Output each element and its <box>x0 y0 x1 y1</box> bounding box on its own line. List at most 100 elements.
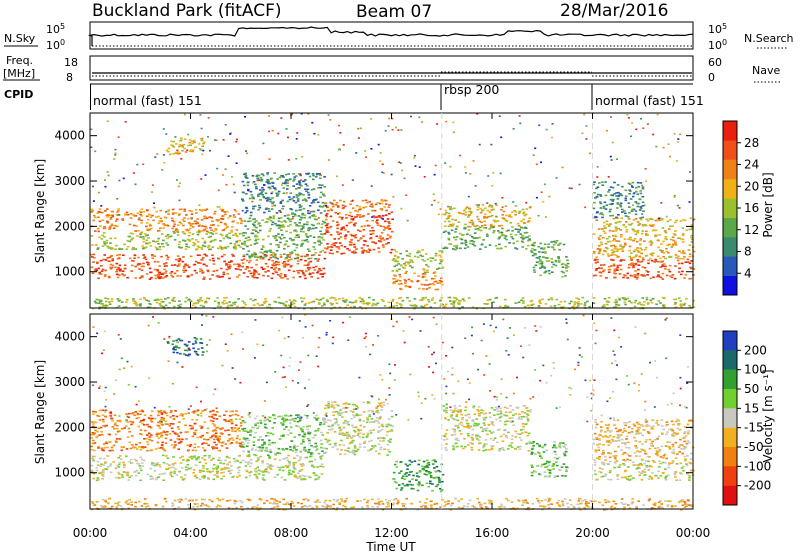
noise-panel: N.Sky 105 100 105 100 N.Search <box>4 21 794 52</box>
power-band-13 <box>592 217 696 260</box>
power-panel: 1000 2000 3000 4000 Slant Range [km] 4 8 12 16… <box>33 112 775 310</box>
velocity-cbar-seg-4 <box>723 408 737 428</box>
power-cbar-tick-1: 8 <box>744 245 752 259</box>
freq-panel: Freq. [MHz] 18 8 60 0 Nave <box>3 54 782 84</box>
cpid-row: CPID normal (fast) 151 rbsp 200 normal (… <box>4 82 704 110</box>
power-band-7 <box>392 272 444 291</box>
date-title: 28/Mar/2016 <box>560 1 668 21</box>
time-axis-label: Time UT <box>365 540 416 554</box>
time-tick-label-4: 16:00 <box>475 526 510 540</box>
nsky-bottom-tick: 100 <box>46 38 65 52</box>
power-band-5 <box>323 212 394 255</box>
power-cbar-tick-6: 28 <box>744 136 759 150</box>
velocity-cbar-seg-5 <box>723 427 737 448</box>
power-band-8 <box>391 249 445 274</box>
velocity-cbar-tick-5: -50 <box>744 440 764 454</box>
time-tick-label-0: 00:00 <box>73 526 108 540</box>
cpid-segment-1: normal (fast) 151 <box>93 93 202 108</box>
velocity-cbar-tick-1: 100 <box>744 363 767 377</box>
nsky-label: N.Sky <box>4 32 36 45</box>
velocity-colorbar: 200 100 50 15 -15 -50 -100 -200 <box>722 330 771 506</box>
power-band-12 <box>592 258 696 280</box>
freq-unit-label: [MHz] <box>3 67 35 80</box>
velocity-cbar-seg-6 <box>723 447 737 467</box>
nsearch-label: N.Search <box>744 32 794 45</box>
time-tick-label-3: 12:00 <box>374 526 409 540</box>
power-axes: 1000 2000 3000 4000 <box>54 113 694 308</box>
velocity-ytick-label-3: 4000 <box>54 330 85 344</box>
power-colorbar-label: Power [dB] <box>761 172 775 237</box>
power-band-3 <box>240 212 326 260</box>
velocity-cbar-tick-3: 15 <box>744 401 759 415</box>
power-band-14 <box>592 181 645 219</box>
station-title: Buckland Park (fitACF) <box>92 1 282 21</box>
velocity-cbar-seg-2 <box>723 369 737 390</box>
power-cbar-seg-8 <box>723 121 737 141</box>
cpid-segment-2: rbsp 200 <box>444 82 499 97</box>
power-cbar-seg-5 <box>723 179 737 199</box>
velocity-speckle <box>91 314 689 423</box>
power-ytick-label-2: 3000 <box>54 174 85 188</box>
time-tick-label-2: 08:00 <box>274 526 309 540</box>
velocity-heatmap <box>90 314 695 511</box>
power-cbar-seg-0 <box>723 275 737 296</box>
nsky-top-tick: 105 <box>46 22 65 36</box>
power-heatmap <box>90 113 696 310</box>
power-cbar-seg-3 <box>723 217 737 238</box>
velocity-band-1 <box>90 409 244 452</box>
velocity-ytick-label-1: 2000 <box>54 420 85 434</box>
velocity-cbar-tick-4: -15 <box>744 421 764 435</box>
time-tick-label-1: 04:00 <box>173 526 208 540</box>
power-band-0 <box>90 253 327 280</box>
power-cbar-tick-4: 20 <box>744 179 759 193</box>
velocity-cbar-seg-8 <box>723 485 737 506</box>
power-ytick-label-0: 1000 <box>54 265 85 279</box>
velocity-colorbar-label: Velocity [m s⁻¹] <box>761 369 775 462</box>
freq-label: Freq. <box>6 54 33 67</box>
power-ytick-label-3: 4000 <box>54 129 85 143</box>
power-cbar-tick-3: 16 <box>744 201 759 215</box>
time-tick-label-5: 20:00 <box>575 526 610 540</box>
power-band-6 <box>324 199 394 214</box>
power-cbar-tick-0: 4 <box>744 266 752 280</box>
velocity-band-7 <box>593 459 695 481</box>
velocity-cbar-tick-0: 200 <box>744 343 767 357</box>
velocity-band-4 <box>392 459 445 493</box>
power-cbar-seg-2 <box>723 237 737 257</box>
power-band-11 <box>530 240 570 278</box>
velocity-cbar-seg-1 <box>723 350 737 370</box>
beam-title: Beam 07 <box>356 2 432 22</box>
nave-bottom-tick: 0 <box>708 71 715 84</box>
velocity-cbar-tick-7: -200 <box>744 479 771 493</box>
power-cbar-seg-1 <box>723 256 737 276</box>
velocity-band-6 <box>530 441 569 479</box>
power-speckle <box>90 113 695 222</box>
nave-label: Nave <box>752 64 780 77</box>
nave-trace <box>92 71 692 77</box>
time-axis: 00:00 04:00 08:00 12:00 16:00 20:00 00:00 <box>73 526 711 540</box>
velocity-cbar-seg-7 <box>723 466 737 486</box>
power-cbar-tick-5: 24 <box>744 158 759 172</box>
power-ytick-label-1: 2000 <box>54 219 85 233</box>
power-band-9 <box>442 204 532 228</box>
power-panel-frame <box>89 112 694 309</box>
velocity-ytick-label-0: 1000 <box>54 466 85 480</box>
velocity-band-10 <box>166 337 205 357</box>
power-cbar-seg-7 <box>723 140 737 160</box>
cpid-segment-3: normal (fast) 151 <box>595 93 704 108</box>
velocity-axes: 1000 2000 3000 4000 <box>54 314 694 509</box>
velocity-ylabel: Slant Range [km] <box>33 360 47 464</box>
velocity-cbar-tick-6: -100 <box>744 459 771 473</box>
velocity-cbar-seg-0 <box>723 331 737 351</box>
power-band-1 <box>90 208 243 233</box>
velocity-band-5 <box>442 404 532 452</box>
power-band-2 <box>90 231 243 251</box>
freq-bottom-tick: 8 <box>66 71 73 84</box>
time-tick-label-6: 00:00 <box>676 526 711 540</box>
velocity-cbar-tick-2: 50 <box>744 382 759 396</box>
power-band-4 <box>241 172 327 215</box>
power-ylabel: Slant Range [km] <box>33 159 47 263</box>
velocity-cbar-seg-3 <box>723 389 737 409</box>
power-band-16 <box>165 137 206 156</box>
